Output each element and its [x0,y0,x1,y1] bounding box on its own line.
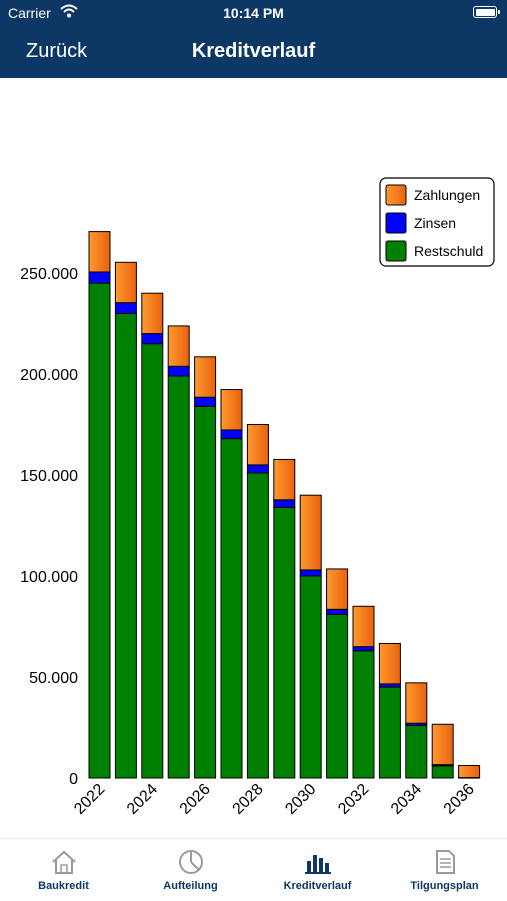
legend-label: Zinsen [414,215,456,231]
bar-segment-zahlungen-2026 [194,356,217,398]
x-tick-label: 2024 [124,781,161,818]
bar-segment-restschuld-2022 [88,282,111,779]
bar-segment-zinsen-2029 [273,499,296,508]
bar-segment-zinsen-2028 [246,464,269,474]
x-tick-label: 2028 [230,781,267,818]
bar-segment-restschuld-2031 [326,613,349,779]
bar-segment-restschuld-2034 [405,724,428,779]
bar-segment-zahlungen-2027 [220,389,243,431]
x-tick-label: 2026 [177,781,214,818]
legend-swatch [385,240,407,262]
y-tick-label: 50.000 [29,670,78,687]
bar-segment-zinsen-2024 [141,333,164,345]
tab-baukredit[interactable]: Baukredit [0,839,127,901]
bar-segment-zahlungen-2032 [352,605,375,648]
tab-label: Baukredit [38,880,89,892]
bar-segment-restschuld-2033 [378,686,401,779]
y-tick-label: 100.000 [20,569,78,586]
bar-segment-zinsen-2023 [114,302,137,314]
document-icon [435,850,455,874]
bar-segment-restschuld-2028 [246,472,269,779]
bar-segment-restschuld-2026 [194,405,217,779]
y-tick-label: 150.000 [20,468,78,485]
tab-tilgungsplan[interactable]: Tilgungsplan [381,839,507,901]
bar-segment-zahlungen-2030 [299,494,322,571]
legend-box [379,177,495,267]
bar-segment-zahlungen-2033 [378,642,401,685]
bar-segment-restschuld-2029 [273,506,296,779]
bar-segment-restschuld-2023 [114,312,137,779]
bar-segment-zinsen-2025 [167,365,190,377]
bar-segment-restschuld-2024 [141,343,164,779]
pie-chart-icon [178,850,203,874]
legend-label: Restschuld [414,243,483,259]
legend-swatch [385,184,407,206]
tab-label: Kreditverlauf [283,880,352,892]
status-time: 10:14 PM [223,5,284,21]
bar-segment-restschuld-2027 [220,438,243,779]
bar-segment-zahlungen-2024 [141,292,164,335]
tab-label: Aufteilung [163,880,218,892]
tab-bar: Baukredit Aufteilung Kreditverlauf Tilgu… [0,838,507,901]
chart-legend: Zahlungen Zinsen Restschuld [379,177,495,267]
bar-segment-zahlungen-2028 [246,424,269,466]
x-tick-label: 2032 [335,781,372,818]
tab-aufteilung[interactable]: Aufteilung [127,839,254,901]
legend-label: Zahlungen [414,187,480,203]
bar-segment-restschuld-2032 [352,650,375,779]
x-tick-label: 2030 [282,781,319,818]
bar-segment-zinsen-2026 [194,396,217,407]
back-button[interactable]: Zurück [26,40,88,62]
bar-segment-zahlungen-2036 [458,764,481,779]
bar-segment-zahlungen-2022 [88,231,111,273]
bar-segment-zahlungen-2023 [114,261,137,304]
bar-segment-zinsen-2022 [88,271,111,284]
tab-kreditverlauf[interactable]: Kreditverlauf [254,839,381,901]
bar-segment-zinsen-2032 [352,646,375,652]
bar-segment-restschuld-2035 [431,765,454,779]
bar-segment-restschuld-2030 [299,575,322,779]
bar-segment-zahlungen-2035 [431,723,454,766]
bar-segment-zahlungen-2031 [326,568,349,610]
y-tick-label: 200.000 [20,367,78,384]
bar-segment-zahlungen-2025 [167,325,190,367]
wifi-icon [60,4,78,23]
tab-label: Tilgungsplan [410,880,479,892]
y-tick-label: 0 [69,771,78,788]
bar-segment-zahlungen-2034 [405,682,428,724]
y-tick-label: 250.000 [20,266,78,283]
bar-chart-icon [304,855,331,874]
navigation-bar: Zurück Kreditverlauf [0,28,507,78]
legend-swatch [385,212,407,234]
x-tick-label: 2036 [441,781,478,818]
bar-segment-zinsen-2030 [299,569,322,577]
bar-segment-zahlungen-2029 [273,458,296,501]
bar-segment-zinsen-2027 [220,429,243,440]
carrier-label: Carrier [8,5,51,21]
battery-icon [473,6,500,18]
house-icon [51,850,76,874]
bar-segment-zinsen-2031 [326,608,349,615]
x-tick-label: 2034 [388,781,425,818]
bar-segment-restschuld-2025 [167,375,190,779]
status-bar: Carrier 10:14 PM [0,0,507,28]
